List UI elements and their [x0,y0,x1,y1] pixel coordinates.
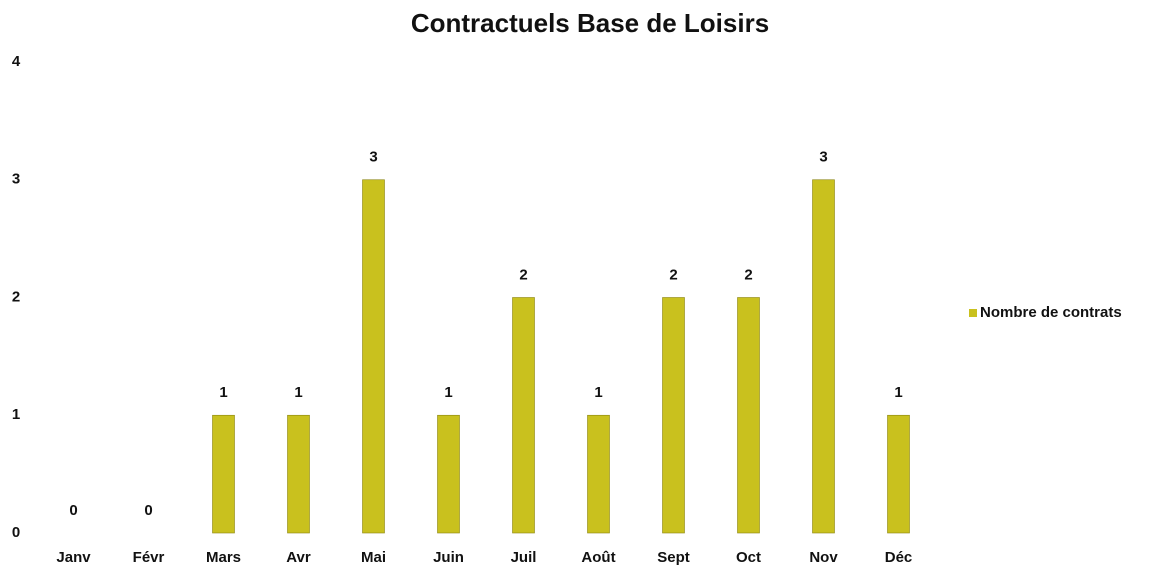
x-tick-label: Sept [657,549,690,566]
x-tick-label: Févr [133,549,165,566]
x-tick-label: Juil [511,549,537,566]
y-tick-label: 2 [12,288,20,305]
bar [362,179,385,534]
bar [587,414,610,534]
x-tick-label: Oct [736,549,761,566]
data-label: 2 [519,266,527,283]
x-tick-label: Janv [56,549,91,566]
y-tick-label: 1 [12,406,20,423]
x-tick-label: Juin [433,549,464,566]
data-label: 1 [444,384,452,401]
legend-swatch [969,309,977,317]
y-tick-label: 3 [12,171,20,188]
bar [662,297,685,534]
bar [887,414,910,534]
data-label: 3 [819,149,827,166]
data-label: 1 [219,384,227,401]
bar [737,297,760,534]
data-label: 2 [744,266,752,283]
data-label: 0 [144,502,152,519]
bar [212,414,235,534]
x-tick-label: Mai [361,549,386,566]
data-label: 2 [669,266,677,283]
data-label: 1 [894,384,902,401]
x-tick-label: Nov [809,549,838,566]
y-tick-label: 0 [12,524,20,541]
x-tick-label: Mars [206,549,241,566]
bar [512,297,535,534]
chart-title: Contractuels Base de Loisirs [411,8,769,38]
data-label: 1 [594,384,602,401]
data-label: 1 [294,384,302,401]
x-tick-label: Avr [286,549,311,566]
x-tick-label: Août [581,549,615,566]
x-tick-label: Déc [885,549,913,566]
y-tick-label: 4 [12,53,21,70]
bar [437,414,460,534]
legend-label: Nombre de contrats [980,304,1122,321]
bar [812,179,835,534]
bar [287,414,310,534]
data-label: 3 [369,149,377,166]
data-label: 0 [69,502,77,519]
